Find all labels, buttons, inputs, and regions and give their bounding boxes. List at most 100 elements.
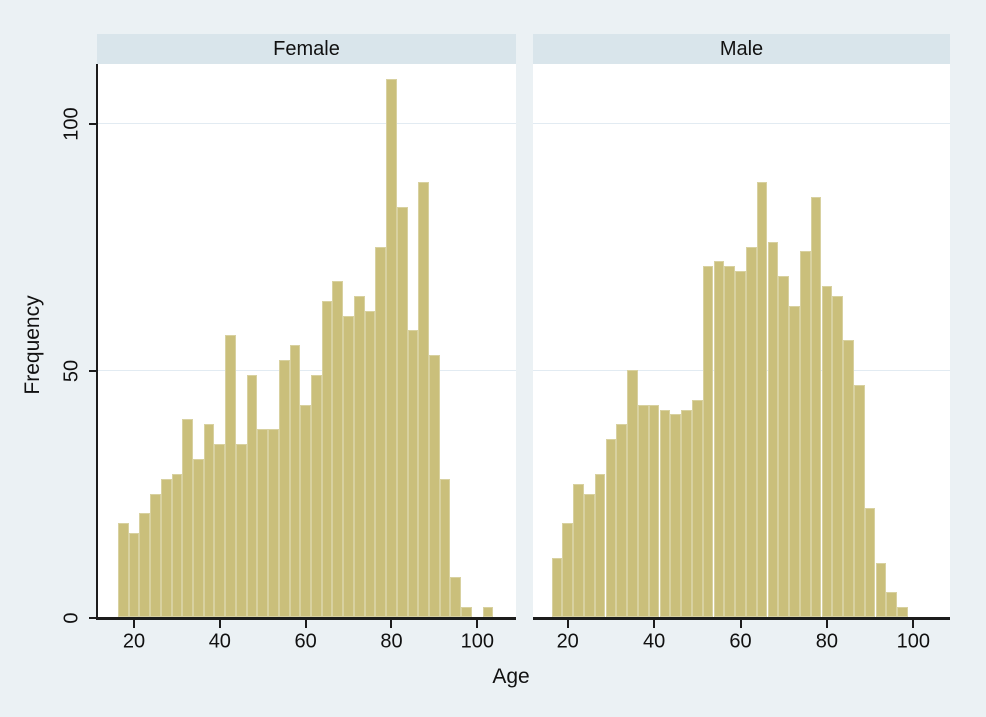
histogram-bar	[789, 305, 800, 617]
histogram-bar	[670, 414, 682, 617]
histogram-bar	[300, 404, 311, 617]
histogram-bar	[724, 266, 736, 617]
y-tick-label: 0	[60, 612, 83, 624]
histogram-bar	[799, 251, 811, 617]
histogram-bar	[353, 295, 365, 617]
histogram-bar	[429, 355, 440, 617]
panel-title-male: Male	[719, 37, 764, 60]
histogram-bar	[594, 473, 606, 617]
histogram-bar	[832, 295, 844, 617]
histogram-bar	[713, 261, 725, 617]
histogram-bar	[864, 508, 876, 617]
histogram-bar	[439, 478, 451, 617]
y-axis-line	[95, 64, 98, 620]
histogram-bar	[843, 340, 854, 617]
histogram-bar	[681, 409, 692, 617]
x-tick-label: 80	[815, 630, 839, 653]
histogram-bar	[407, 330, 419, 617]
x-tick-label: 40	[208, 630, 231, 653]
histogram-bar	[321, 300, 333, 617]
histogram-bar	[745, 246, 757, 617]
histogram-bar	[289, 345, 301, 617]
panel-title-female: Female	[273, 37, 340, 60]
y-tick-label: 50	[60, 359, 83, 383]
x-axis-line-female	[95, 617, 516, 620]
x-tick-label: 40	[642, 630, 666, 653]
y-tick-50	[88, 370, 96, 372]
histogram-bar	[659, 409, 671, 617]
x-tick-female-40	[218, 619, 221, 628]
histogram-bar	[246, 374, 258, 617]
x-tick-female-20	[133, 619, 135, 628]
histogram-bar	[897, 607, 908, 617]
histogram-bar	[482, 607, 494, 617]
x-tick-female-100	[476, 619, 479, 628]
panel-header-male: Male	[533, 34, 950, 64]
histogram-bar	[375, 246, 387, 617]
histogram-bar	[225, 335, 236, 617]
histogram-bar	[605, 439, 617, 617]
histogram-bar	[396, 206, 408, 617]
histogram-bar	[562, 523, 574, 617]
y-tick-label: 100	[60, 107, 83, 141]
histogram-bar	[735, 271, 746, 617]
histogram-bar	[386, 78, 397, 617]
x-tick-female-80	[390, 619, 393, 628]
gridline-y100-male	[533, 123, 950, 125]
histogram-bar	[139, 513, 151, 617]
histogram-bar	[418, 182, 429, 617]
histogram-bar	[886, 592, 898, 617]
x-tick-label: 60	[294, 630, 317, 653]
histogram-bar	[551, 557, 563, 617]
histogram-bar	[756, 182, 768, 617]
x-tick-label: 20	[556, 630, 579, 653]
histogram-bar	[171, 473, 183, 617]
x-axis-title: Age	[492, 665, 530, 688]
histogram-bar	[450, 577, 462, 617]
x-tick-label: 80	[380, 630, 403, 653]
panel-header-female: Female	[97, 34, 516, 64]
y-tick-0	[88, 617, 96, 619]
histogram-bar	[268, 429, 279, 617]
histogram-bar	[616, 424, 628, 617]
histogram-bar	[257, 429, 269, 617]
x-tick-male-80	[825, 619, 828, 628]
x-tick-label: 100	[460, 630, 494, 653]
histogram-bar	[278, 360, 290, 617]
x-tick-male-100	[912, 619, 915, 628]
histogram-bar	[821, 286, 833, 617]
histogram-bar	[235, 444, 247, 617]
x-axis-line-male	[533, 617, 950, 620]
histogram-bar	[128, 533, 140, 617]
histogram-bar	[343, 315, 354, 617]
y-axis-title: Frequency	[21, 295, 44, 395]
histogram-bar	[203, 424, 215, 617]
histogram-bar	[364, 310, 376, 617]
histogram-bar	[583, 493, 595, 617]
histogram-bar	[702, 266, 714, 617]
y-tick-100	[88, 123, 96, 125]
gridline-y100-female	[97, 123, 516, 125]
histogram-bar	[778, 276, 790, 617]
histogram-bar	[637, 404, 649, 617]
histogram-bar	[810, 197, 822, 617]
gridline-y50-female	[97, 370, 516, 372]
histogram-bar	[160, 478, 172, 617]
histogram-bar	[182, 419, 193, 617]
histogram-bar	[311, 374, 322, 617]
histogram-bar	[193, 458, 204, 617]
histogram-bar	[214, 444, 226, 617]
x-tick-male-60	[739, 619, 742, 628]
histogram-bar	[648, 404, 660, 617]
histogram-bar	[875, 562, 887, 617]
x-tick-label: 20	[122, 630, 146, 653]
x-tick-female-60	[304, 619, 307, 628]
histogram-bar	[767, 241, 779, 617]
histogram-bar	[627, 370, 638, 617]
x-tick-label: 60	[729, 630, 752, 653]
histogram-bar	[853, 384, 865, 617]
x-tick-male-20	[566, 619, 569, 628]
histogram-bar	[461, 607, 472, 617]
histogram-bar	[150, 493, 161, 617]
